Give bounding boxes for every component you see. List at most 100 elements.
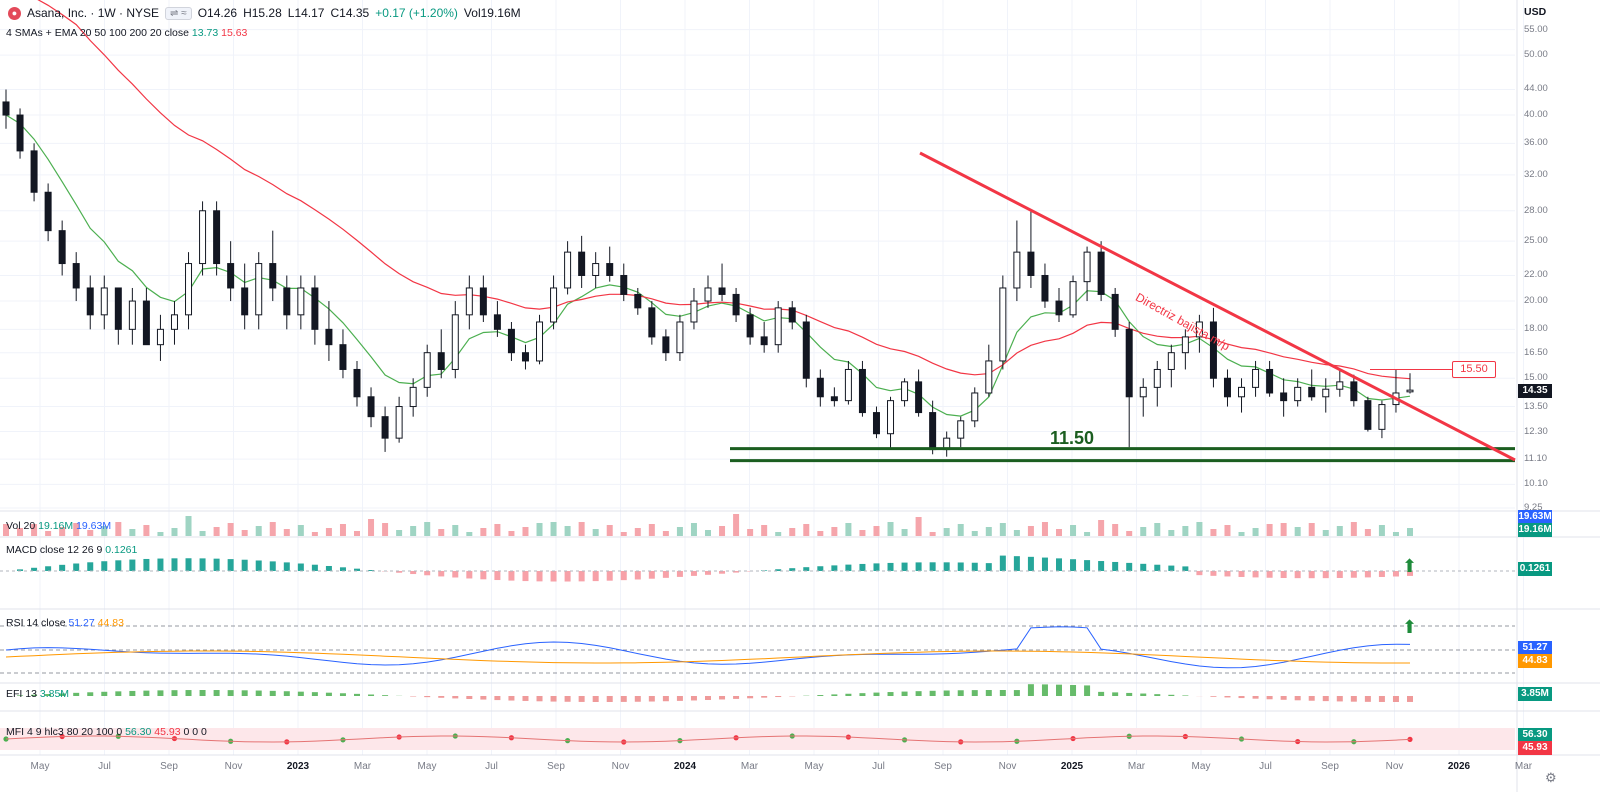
candle-down [1209, 321, 1217, 379]
macd-bar [396, 571, 403, 573]
vol-tag-b: 19.16M [1518, 523, 1552, 537]
macd-bar [59, 564, 66, 571]
vol-legend[interactable]: Vol 20 19.16M 19.63M [6, 520, 111, 532]
volume-bar [45, 531, 52, 536]
volume-bar [971, 531, 978, 536]
volume-bar [929, 532, 936, 536]
macd-bar [887, 562, 894, 571]
macd-bar [354, 568, 360, 571]
efi-bar [424, 696, 431, 698]
macd-legend[interactable]: MACD close 12 26 9 0.1261 [6, 544, 137, 556]
efi-bar [1336, 696, 1343, 702]
time-axis-label: May [417, 761, 437, 772]
candle-down [30, 150, 38, 193]
macd-bar [1294, 571, 1301, 579]
volume-bar [339, 524, 346, 536]
settings-gear-icon[interactable]: ⚙ [1545, 770, 1557, 785]
candlestick-series [2, 89, 1414, 457]
volume-bar [508, 531, 515, 536]
volume-bar [676, 527, 683, 536]
efi-bar [957, 690, 964, 696]
efi-bar [620, 696, 627, 702]
rsi-tag-a: 51.27 [1518, 641, 1552, 655]
rsi-line [5, 626, 1411, 669]
ma-legend[interactable]: 4 SMAs + EMA 20 50 100 200 20 close 13.7… [6, 27, 247, 39]
efi-bar [1041, 684, 1048, 696]
candle-down [648, 307, 656, 338]
volume-bar [1378, 525, 1385, 536]
candle-down [353, 368, 361, 398]
volume-bar [887, 522, 894, 536]
volume-bar [438, 529, 445, 536]
volume-bar [368, 519, 375, 536]
ma-value-1: 13.73 [191, 27, 219, 39]
currency-label[interactable]: USD [1524, 6, 1547, 18]
efi-bar [325, 692, 332, 696]
efi-bar [1392, 696, 1399, 702]
volume-bar [410, 526, 417, 536]
mfi-legend[interactable]: MFI 4 9 hlc3 80 20 100 0 56.30 45.93 0 0… [6, 726, 207, 738]
volume-bar [1252, 528, 1259, 536]
efi-bar [382, 695, 389, 696]
volume-bar [1041, 522, 1048, 536]
macd-bar [1126, 562, 1133, 571]
efi-bar [31, 694, 38, 696]
macd-bar [283, 562, 290, 571]
volume-bar [1196, 522, 1203, 536]
rsi-value-1: 51.27 [68, 617, 95, 629]
efi-bar [73, 692, 80, 696]
candle-down [283, 287, 291, 316]
time-axis-label: Jul [98, 761, 111, 772]
efi-bar [662, 696, 669, 702]
price-axis-label: 55.00 [1524, 23, 1548, 35]
ohlc-change: +0.17 (+1.20%) [375, 6, 458, 20]
macd-bar [143, 558, 150, 571]
candle-up [1083, 251, 1091, 283]
asana-logo-icon: ● [8, 6, 21, 20]
candle-down [507, 328, 515, 354]
volume-bar [1280, 523, 1287, 536]
candle-up [1336, 381, 1344, 390]
volume-bar [354, 531, 360, 536]
time-axis-label: Sep [934, 761, 952, 772]
candle-down [732, 293, 740, 316]
volume-bar [1350, 522, 1357, 536]
macd-bar [297, 563, 304, 571]
efi-bar [522, 696, 529, 701]
volume-bar [789, 528, 796, 536]
efi-bar [733, 696, 740, 699]
candle-up [1167, 352, 1175, 370]
candle-down [1266, 368, 1274, 394]
candle-up [1153, 368, 1161, 388]
volume-bar [255, 526, 262, 536]
efi-bar [929, 690, 936, 696]
time-axis-label: Nov [1385, 761, 1404, 772]
collapse-control[interactable]: ⇌ ≈ [165, 6, 192, 20]
candle-up [128, 300, 136, 330]
macd-bar [957, 562, 964, 571]
efi-bar [761, 696, 768, 698]
ohlc-open: O14.26 [197, 6, 238, 20]
drawings[interactable] [730, 151, 1516, 463]
candle-down [802, 321, 810, 379]
rsi-legend[interactable]: RSI 14 close 51.27 44.83 [6, 617, 124, 629]
macd-bar [1407, 571, 1413, 576]
macd-bar [1224, 571, 1231, 577]
efi-bar [999, 690, 1006, 696]
alert-price-label[interactable]: 15.50 [1452, 361, 1496, 378]
volume-bar [957, 524, 964, 536]
mfi-zeros: 0 0 0 [183, 726, 207, 738]
macd-bar [1112, 561, 1119, 571]
macd-bar [662, 571, 669, 578]
macd-bar [368, 570, 375, 571]
candle-down [760, 336, 768, 346]
efi-bar [845, 693, 852, 696]
macd-bar [817, 566, 824, 571]
macd-bar [410, 571, 417, 575]
support-level-label[interactable]: 11.50 [1050, 428, 1095, 448]
candle-down [620, 274, 628, 295]
volume-bar [775, 532, 782, 536]
efi-legend[interactable]: EFI 13 3.85M [6, 688, 69, 700]
symbol-title[interactable]: Asana, Inc. · 1W · NYSE [27, 6, 160, 20]
